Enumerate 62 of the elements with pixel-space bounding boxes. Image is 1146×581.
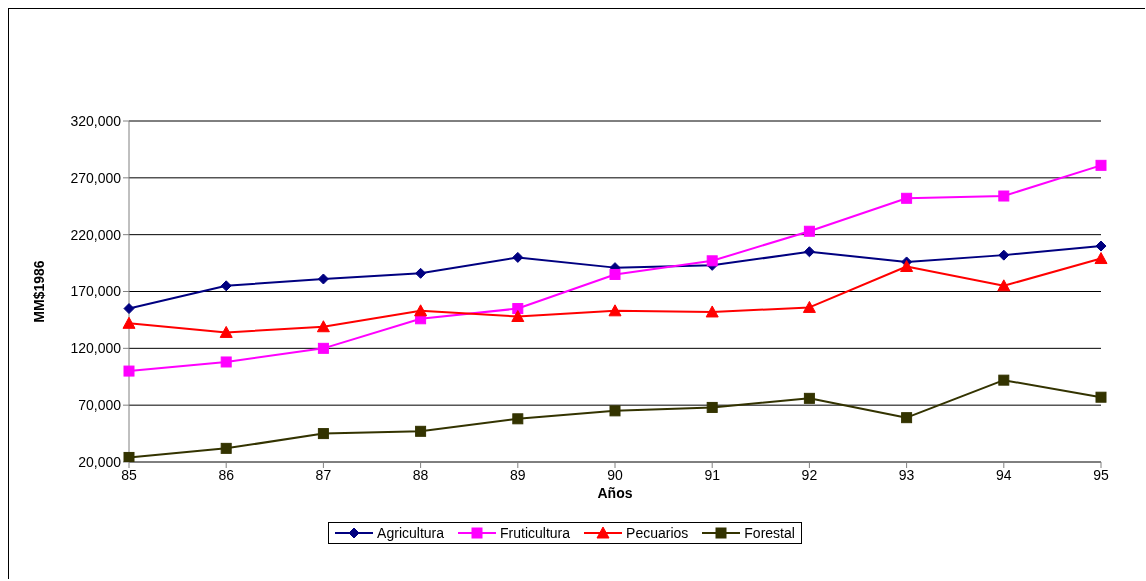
point bbox=[219, 325, 233, 338]
point bbox=[123, 365, 135, 377]
point bbox=[706, 401, 718, 413]
point bbox=[998, 374, 1010, 386]
x-tick-label: 85 bbox=[121, 466, 137, 483]
point bbox=[1094, 252, 1108, 265]
x-tick-label: 88 bbox=[412, 466, 429, 483]
point bbox=[901, 412, 913, 424]
point bbox=[803, 392, 815, 404]
point bbox=[220, 280, 232, 292]
x-tick-label: 91 bbox=[704, 466, 721, 483]
point bbox=[317, 342, 329, 354]
point bbox=[317, 428, 329, 440]
point bbox=[220, 356, 232, 368]
point bbox=[609, 405, 621, 417]
point bbox=[803, 246, 815, 258]
legend-label: Pecuarios bbox=[626, 525, 689, 541]
point bbox=[706, 255, 718, 267]
legend-label: Fruticultura bbox=[500, 525, 571, 541]
point bbox=[512, 413, 524, 425]
point bbox=[415, 267, 427, 279]
point bbox=[414, 304, 428, 317]
y-tick-label: 170,000 bbox=[70, 283, 122, 300]
y-tick-label: 320,000 bbox=[70, 112, 122, 129]
point bbox=[123, 303, 135, 315]
point bbox=[1095, 391, 1107, 403]
y-tick-label: 20,000 bbox=[78, 453, 122, 470]
point bbox=[705, 305, 719, 318]
point bbox=[608, 304, 622, 317]
legend-label: Forestal bbox=[744, 525, 795, 541]
y-tick-label: 220,000 bbox=[70, 226, 122, 243]
x-tick-label: 93 bbox=[898, 466, 915, 483]
point bbox=[802, 300, 816, 313]
point bbox=[900, 259, 914, 272]
point bbox=[512, 251, 524, 263]
x-tick-label: 90 bbox=[607, 466, 623, 483]
point bbox=[609, 268, 621, 280]
point bbox=[511, 310, 525, 323]
point bbox=[220, 442, 232, 454]
x-tick-label: 92 bbox=[801, 466, 818, 483]
x-tick-label: 89 bbox=[510, 466, 526, 483]
point bbox=[317, 273, 329, 285]
y-tick-label: 70,000 bbox=[78, 397, 122, 414]
point bbox=[997, 279, 1011, 292]
point bbox=[998, 249, 1010, 261]
point bbox=[415, 425, 427, 437]
x-tick-label: 87 bbox=[315, 466, 332, 483]
point bbox=[1095, 240, 1107, 252]
y-tick-label: 120,000 bbox=[70, 340, 122, 357]
y-tick-label: 270,000 bbox=[70, 169, 122, 186]
x-tick-label: 95 bbox=[1093, 466, 1109, 483]
point bbox=[998, 190, 1010, 202]
y-axis-title: MM$1986 bbox=[30, 260, 47, 323]
x-tick-label: 94 bbox=[996, 466, 1012, 483]
x-tick-label: 86 bbox=[218, 466, 235, 483]
x-axis-title: Años bbox=[597, 485, 633, 501]
legend-label: Agricultura bbox=[377, 525, 445, 541]
point bbox=[803, 225, 815, 237]
point bbox=[316, 320, 330, 333]
point bbox=[901, 192, 913, 204]
point bbox=[122, 316, 136, 329]
point bbox=[1095, 159, 1107, 171]
